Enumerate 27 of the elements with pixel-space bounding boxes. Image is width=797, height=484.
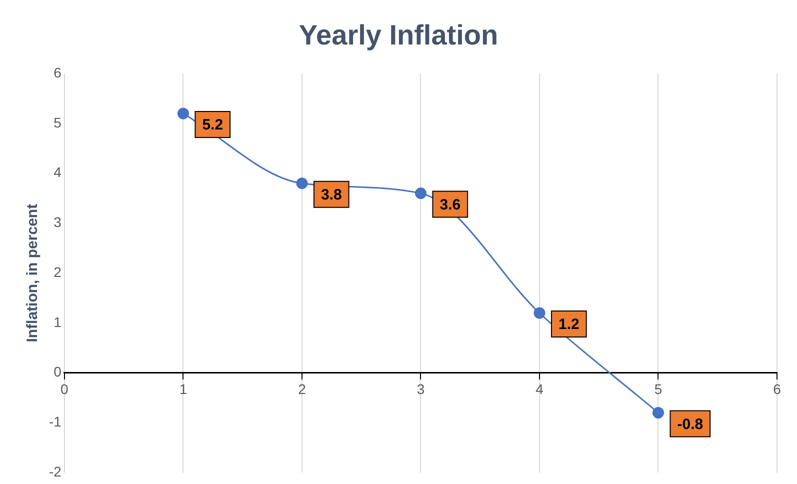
x-tick-label: 4: [536, 381, 544, 398]
y-tick-label: 5: [54, 114, 62, 130]
x-tick-label: 1: [179, 381, 188, 398]
y-tick-label: 4: [54, 164, 62, 180]
y-tick-label: 2: [54, 264, 62, 280]
x-tick-label: 3: [416, 381, 425, 398]
y-tick-label: 0: [54, 364, 62, 380]
y-tick-label: -1: [48, 414, 62, 430]
y-tick-label: -2: [48, 463, 62, 480]
point: [177, 108, 189, 120]
point: [414, 188, 426, 200]
x-tick-label: 6: [773, 381, 782, 398]
data-label: 1.2: [558, 316, 580, 334]
chart-title: Yearly Inflation: [298, 20, 498, 51]
y-tick-label: 1: [54, 314, 62, 330]
data-label: -0.8: [677, 416, 704, 433]
point: [296, 178, 308, 190]
y-axis-title: Inflation, in percent: [24, 204, 42, 342]
y-tick-label: 3: [54, 214, 62, 230]
point: [652, 407, 664, 418]
x-tick-label: 2: [298, 381, 306, 398]
data-label: 5.2: [202, 116, 224, 134]
data-label: 3.8: [320, 186, 342, 204]
point: [534, 307, 546, 319]
data-label: 3.6: [440, 196, 461, 214]
y-tick-label: 6: [54, 64, 62, 80]
x-tick-label: 5: [654, 381, 662, 398]
